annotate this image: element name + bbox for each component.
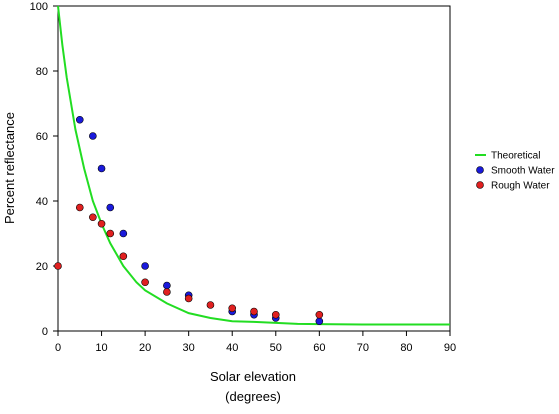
- y-tick-label: 100: [30, 1, 48, 13]
- data-point-smooth-water: [141, 262, 149, 270]
- data-point-smooth-water: [97, 164, 106, 173]
- x-axis-unit-label: (degrees): [225, 389, 281, 404]
- data-point-rough-water: [250, 307, 258, 316]
- data-point-rough-water: [184, 294, 193, 303]
- y-tick-label: 60: [36, 131, 48, 143]
- x-tick-label: 80: [400, 342, 412, 354]
- x-tick-label: 30: [183, 342, 195, 354]
- legend-swatch-smooth-water: [476, 166, 484, 174]
- x-tick-label: 0: [55, 342, 61, 354]
- y-tick-label: 80: [36, 66, 48, 78]
- legend: Theoretical Smooth Water Rough Water: [475, 151, 555, 192]
- y-tick-label: 40: [36, 196, 48, 208]
- data-point-smooth-water: [315, 317, 324, 326]
- plot-area: [57, 5, 451, 332]
- series-line-theoretical: [57, 5, 450, 326]
- x-tick-label: 20: [139, 342, 151, 354]
- data-point-rough-water: [75, 203, 84, 212]
- x-tick-label: 50: [270, 342, 282, 354]
- y-tick-label: 20: [36, 261, 48, 273]
- data-point-smooth-water: [89, 132, 97, 140]
- data-point-smooth-water: [106, 203, 115, 212]
- data-point-rough-water: [119, 252, 128, 261]
- legend-label-smooth-water: Smooth Water: [491, 166, 555, 177]
- x-tick-label: 70: [357, 342, 369, 354]
- x-tick-label: 40: [226, 342, 238, 354]
- legend-swatch-rough-water: [476, 181, 484, 189]
- y-axis-label: Percent reflectance: [2, 112, 17, 224]
- data-point-rough-water: [141, 278, 149, 287]
- x-axis-label: Solar elevation: [210, 369, 296, 384]
- data-point-rough-water: [271, 310, 280, 319]
- data-point-rough-water: [228, 304, 237, 313]
- y-tick-label: 0: [42, 326, 48, 338]
- x-tick-label: 60: [313, 342, 325, 354]
- data-point-rough-water: [163, 288, 171, 296]
- data-point-rough-water: [315, 310, 324, 319]
- data-point-rough-water: [89, 213, 97, 222]
- data-point-smooth-water: [75, 115, 84, 124]
- x-tick-label: 90: [444, 342, 456, 354]
- data-point-rough-water: [106, 229, 115, 238]
- data-point-smooth-water: [119, 229, 128, 238]
- data-point-rough-water: [54, 262, 62, 270]
- data-point-rough-water: [206, 301, 215, 309]
- x-tick-label: 10: [95, 342, 107, 354]
- data-point-rough-water: [97, 219, 106, 228]
- legend-label-theoretical: Theoretical: [491, 151, 540, 162]
- data-point-smooth-water: [163, 281, 171, 290]
- legend-label-rough-water: Rough Water: [491, 181, 550, 192]
